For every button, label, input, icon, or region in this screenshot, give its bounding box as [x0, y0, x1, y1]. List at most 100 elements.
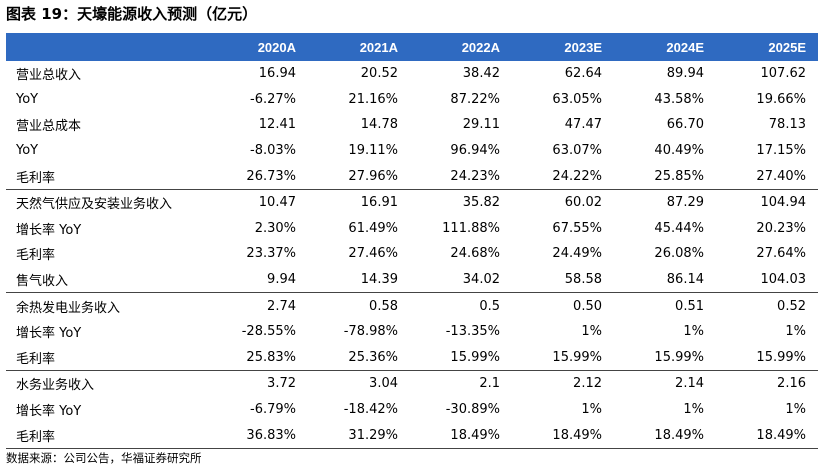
value-cell: 47.47: [564, 117, 602, 133]
row-label: 增长率 YoY: [16, 222, 82, 238]
value-cell: 19.66%: [756, 91, 806, 107]
table-row: 毛利率 26.73% 27.96% 24.23% 24.22% 25.85% 27.40%: [6, 163, 818, 190]
table-header-row: 2020A 2021A 2022A 2023E 2024E 2025E: [6, 33, 818, 61]
value-cell: 38.42: [462, 66, 500, 82]
row-label: 余热发电业务收入: [16, 300, 121, 316]
header-year-cell: 2020A: [257, 39, 296, 55]
value-cell: 14.78: [360, 117, 398, 133]
value-cell: 18.49%: [614, 422, 716, 449]
table-row: 余热发电业务收入 2.74 0.58 0.5 0.50 0.51 0.52: [6, 293, 818, 319]
value-cell: 26.73%: [206, 163, 308, 190]
value-cell: 16.91: [360, 195, 398, 211]
value-cell: 0.50: [573, 298, 602, 314]
value-cell: 2.12: [573, 376, 602, 392]
value-cell: -78.98%: [343, 324, 398, 340]
value-cell: 1%: [683, 324, 704, 340]
table-row: 水务业务收入 3.72 3.04 2.1 2.12 2.14 2.16: [6, 371, 818, 397]
table-row: 毛利率 25.83% 25.36% 15.99% 15.99% 15.99% 15.99%: [6, 344, 818, 372]
row-label: 营业总成本: [16, 119, 82, 135]
value-cell: 0.5: [479, 298, 500, 314]
value-cell: -18.42%: [343, 402, 398, 418]
row-label: 增长率 YoY: [16, 326, 82, 342]
header-year-cell: 2025E: [768, 39, 806, 55]
value-cell: 15.99%: [512, 344, 614, 372]
value-cell: 0.51: [675, 298, 704, 314]
value-cell: 66.70: [666, 117, 704, 133]
table-row: 增长率 YoY 2.30% 61.49% 111.88% 67.55% 45.44% 20.…: [6, 216, 818, 242]
row-label: 毛利率: [6, 422, 206, 449]
header-year-cell: 2022A: [461, 39, 500, 55]
row-label: 营业总收入: [16, 68, 82, 84]
row-label: 毛利率: [6, 163, 206, 190]
value-cell: 24.49%: [552, 246, 602, 262]
row-label: 售气收入: [6, 266, 206, 294]
value-cell: 96.94%: [450, 143, 500, 159]
value-cell: 21.16%: [348, 91, 398, 107]
value-cell: 9.94: [206, 266, 308, 294]
value-cell: 36.83%: [206, 422, 308, 449]
row-label: 毛利率: [6, 344, 206, 372]
value-cell: 23.37%: [246, 246, 296, 262]
row-label: 增长率 YoY: [16, 404, 82, 420]
table-row: 毛利率 36.83% 31.29% 18.49% 18.49% 18.49% 18.49%: [6, 422, 818, 449]
value-cell: 2.74: [267, 298, 296, 314]
value-cell: 1%: [683, 402, 704, 418]
value-cell: 14.39: [308, 266, 410, 294]
value-cell: 2.14: [675, 376, 704, 392]
value-cell: 34.02: [410, 266, 512, 294]
value-cell: 18.49%: [716, 422, 818, 449]
value-cell: 19.11%: [348, 143, 398, 159]
table-row: 毛利率 23.37% 27.46% 24.68% 24.49% 26.08% 27.64%: [6, 241, 818, 267]
value-cell: -28.55%: [241, 324, 296, 340]
table-row: 营业总收入 16.94 20.52 38.42 62.64 89.94 107.62: [6, 61, 818, 87]
value-cell: -6.27%: [250, 91, 296, 107]
value-cell: 20.52: [360, 66, 398, 82]
value-cell: 24.23%: [410, 163, 512, 190]
table-row: YoY -6.27% 21.16% 87.22% 63.05% 43.58% 19.66%: [6, 87, 818, 113]
value-cell: 0.52: [777, 298, 806, 314]
value-cell: 2.16: [777, 376, 806, 392]
header-year-cell: 2023E: [564, 39, 602, 55]
table-row: 天然气供应及安装业务收入 10.47 16.91 35.82 60.02 87.29 104…: [6, 189, 818, 215]
value-cell: 16.94: [258, 66, 296, 82]
value-cell: 31.29%: [308, 422, 410, 449]
row-label: 毛利率: [16, 248, 56, 264]
value-cell: 45.44%: [654, 220, 704, 236]
row-label: YoY: [16, 91, 39, 107]
table-body: 营业总收入 16.94 20.52 38.42 62.64 89.94 107.62 YoY -…: [6, 61, 818, 449]
value-cell: 67.55%: [552, 220, 602, 236]
value-cell: 27.46%: [348, 246, 398, 262]
value-cell: 15.99%: [614, 344, 716, 372]
row-label: YoY: [16, 143, 39, 159]
value-cell: 18.49%: [512, 422, 614, 449]
value-cell: 24.68%: [450, 246, 500, 262]
table-row: 营业总成本 12.41 14.78 29.11 47.47 66.70 78.13: [6, 112, 818, 138]
value-cell: 27.40%: [716, 163, 818, 190]
value-cell: 3.72: [267, 376, 296, 392]
value-cell: -13.35%: [445, 324, 500, 340]
value-cell: 2.30%: [254, 220, 296, 236]
value-cell: 24.22%: [512, 163, 614, 190]
value-cell: 29.11: [462, 117, 500, 133]
value-cell: 58.58: [512, 266, 614, 294]
value-cell: 104.03: [716, 266, 818, 294]
value-cell: 15.99%: [716, 344, 818, 372]
value-cell: 107.62: [760, 66, 807, 82]
figure-title: 图表 19：天壕能源收入预测（亿元）: [6, 5, 258, 23]
header-year-cell: 2024E: [666, 39, 704, 55]
value-cell: 86.14: [614, 266, 716, 294]
value-cell: 25.36%: [308, 344, 410, 372]
table-row: YoY -8.03% 19.11% 96.94% 63.07% 40.49% 17.15%: [6, 138, 818, 164]
value-cell: 89.94: [666, 66, 704, 82]
value-cell: 60.02: [564, 195, 602, 211]
value-cell: 3.04: [369, 376, 398, 392]
value-cell: -8.03%: [250, 143, 296, 159]
value-cell: -30.89%: [445, 402, 500, 418]
value-cell: 26.08%: [654, 246, 704, 262]
value-cell: 25.83%: [206, 344, 308, 372]
value-cell: 1%: [581, 324, 602, 340]
value-cell: 27.64%: [756, 246, 806, 262]
value-cell: 1%: [581, 402, 602, 418]
value-cell: 78.13: [768, 117, 806, 133]
row-label: 水务业务收入: [16, 378, 95, 394]
